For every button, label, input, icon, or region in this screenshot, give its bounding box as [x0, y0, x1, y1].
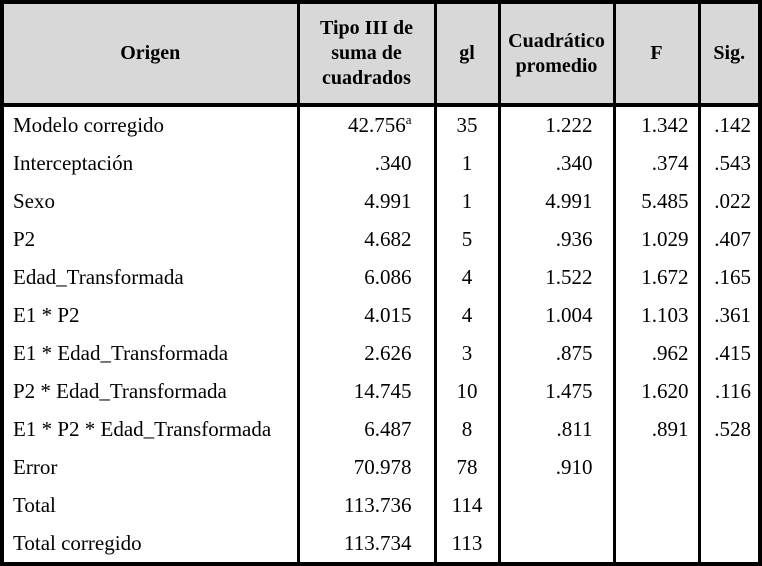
- cell-sum_sq: 113.736: [296, 486, 437, 525]
- cell-origen: Modelo corregido: [0, 105, 300, 145]
- cell-f: 1.103: [612, 296, 701, 335]
- cell-gl: 4: [433, 258, 501, 297]
- cell-sig: .165: [697, 258, 762, 297]
- table-row: Interceptación .340 1.340.374.543: [0, 144, 762, 183]
- cell-f: [612, 448, 701, 487]
- column-header-gl: gl: [433, 2, 501, 107]
- cell-sig: .528: [697, 410, 762, 449]
- cell-gl: 4: [433, 296, 501, 335]
- cell-origen: E1 * P2: [0, 296, 300, 335]
- cell-gl: 1: [433, 182, 501, 221]
- cell-sig: .116: [697, 372, 762, 411]
- cell-origen: P2 * Edad_Transformada: [0, 372, 300, 411]
- cell-f: 1.342: [612, 105, 701, 145]
- cell-f: 1.672: [612, 258, 701, 297]
- cell-sum_sq: 14.745: [296, 372, 437, 411]
- footnote-marker: a: [405, 112, 412, 128]
- cell-sum_sq: .340: [296, 144, 437, 183]
- cell-sig: .142: [697, 105, 762, 145]
- cell-mean_sq: .936: [497, 220, 616, 259]
- table-row: Edad_Transformada 6.086 4 1.522 1.672.165: [0, 258, 762, 297]
- cell-sig: .407: [697, 220, 762, 259]
- cell-sig: [697, 448, 762, 487]
- cell-sum_sq: 4.991: [296, 182, 437, 221]
- cell-sum_sq: 4.015: [296, 296, 437, 335]
- cell-gl: 5: [433, 220, 501, 259]
- cell-origen: Sexo: [0, 182, 300, 221]
- cell-sum_sq: 70.978: [296, 448, 437, 487]
- cell-f: 1.029: [612, 220, 701, 259]
- cell-sum_sq: 4.682: [296, 220, 437, 259]
- cell-gl: 3: [433, 334, 501, 373]
- cell-sum_sq: 2.626: [296, 334, 437, 373]
- cell-sum_sq: 113.734: [296, 524, 437, 564]
- cell-sig: .022: [697, 182, 762, 221]
- table-row: Error 70.978 78.910: [0, 448, 762, 487]
- cell-gl: 8: [433, 410, 501, 449]
- cell-f: [612, 486, 701, 525]
- cell-f: 1.620: [612, 372, 701, 411]
- cell-origen: Interceptación: [0, 144, 300, 183]
- cell-gl: 10: [433, 372, 501, 411]
- cell-mean_sq: .875: [497, 334, 616, 373]
- cell-origen: Edad_Transformada: [0, 258, 300, 297]
- cell-sig: .361: [697, 296, 762, 335]
- cell-mean_sq: .910: [497, 448, 616, 487]
- cell-gl: 114: [433, 486, 501, 525]
- cell-sig: .543: [697, 144, 762, 183]
- column-header-f: F: [612, 2, 701, 107]
- cell-mean_sq: 1.475: [497, 372, 616, 411]
- cell-f: 5.485: [612, 182, 701, 221]
- cell-mean_sq: [497, 486, 616, 525]
- table-body: Modelo corregido 42.756a 35 1.222 1.342.142 I…: [0, 105, 762, 564]
- table-row: Modelo corregido 42.756a 35 1.222 1.342.142: [0, 105, 762, 145]
- table-row: Total 113.736 114: [0, 486, 762, 525]
- cell-f: .962: [612, 334, 701, 373]
- table-header: Origen Tipo III de suma de cuadrados gl …: [0, 2, 762, 107]
- cell-origen: Total: [0, 486, 300, 525]
- cell-gl: 113: [433, 524, 501, 564]
- table-row: E1 * P2 4.015 4 1.004 1.103.361: [0, 296, 762, 335]
- column-header-sig: Sig.: [697, 2, 762, 107]
- cell-origen: Error: [0, 448, 300, 487]
- cell-mean_sq: .340: [497, 144, 616, 183]
- cell-sum_sq: 6.487: [296, 410, 437, 449]
- cell-mean_sq: 4.991: [497, 182, 616, 221]
- table-row: P2 4.682 5.936 1.029.407: [0, 220, 762, 259]
- table-row: E1 * P2 * Edad_Transformada 6.487 8.811.89…: [0, 410, 762, 449]
- cell-origen: E1 * P2 * Edad_Transformada: [0, 410, 300, 449]
- column-header-sum-squares: Tipo III de suma de cuadrados: [296, 2, 437, 107]
- cell-mean_sq: 1.522: [497, 258, 616, 297]
- cell-sum_sq: 42.756a: [296, 105, 437, 145]
- cell-mean_sq: 1.222: [497, 105, 616, 145]
- cell-f: .891: [612, 410, 701, 449]
- cell-gl: 35: [433, 105, 501, 145]
- cell-sig: [697, 486, 762, 525]
- table-row: Sexo 4.991 1 4.991 5.485.022: [0, 182, 762, 221]
- cell-f: .374: [612, 144, 701, 183]
- table-row: Total corregido 113.734 113: [0, 524, 762, 564]
- cell-origen: E1 * Edad_Transformada: [0, 334, 300, 373]
- cell-gl: 78: [433, 448, 501, 487]
- table-row: P2 * Edad_Transformada 14.745 10 1.475 1.620…: [0, 372, 762, 411]
- cell-sum_sq: 6.086: [296, 258, 437, 297]
- cell-f: [612, 524, 701, 564]
- column-header-origen: Origen: [0, 2, 300, 107]
- cell-mean_sq: [497, 524, 616, 564]
- header-row: Origen Tipo III de suma de cuadrados gl …: [0, 2, 762, 107]
- table-row: E1 * Edad_Transformada 2.626 3.875.962.415: [0, 334, 762, 373]
- cell-sig: [697, 524, 762, 564]
- cell-gl: 1: [433, 144, 501, 183]
- column-header-mean-square: Cuadrático promedio: [497, 2, 616, 107]
- cell-mean_sq: 1.004: [497, 296, 616, 335]
- cell-origen: P2: [0, 220, 300, 259]
- cell-mean_sq: .811: [497, 410, 616, 449]
- cell-sig: .415: [697, 334, 762, 373]
- cell-origen: Total corregido: [0, 524, 300, 564]
